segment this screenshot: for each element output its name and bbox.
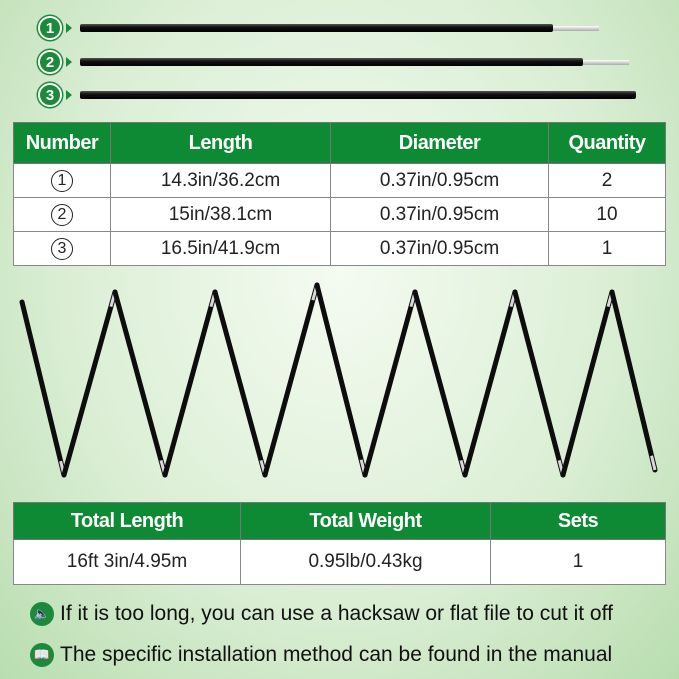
pole-tip [583, 59, 629, 65]
diameter-cell: 0.37in/0.95cm [330, 163, 549, 198]
book-icon: 📖 [30, 643, 54, 667]
note-cutting: 🔈 If it is too long, you can use a hacks… [30, 602, 613, 626]
note-text: If it is too long, you can use a hacksaw… [60, 602, 613, 625]
pole-segment [112, 289, 168, 478]
header-number: Number [13, 122, 111, 164]
number-badge: 2 [38, 50, 62, 74]
pole-segment [609, 289, 658, 473]
header-quantity: Quantity [548, 122, 666, 164]
table-row: 3 16.5in/41.9cm 0.37in/0.95cm 1 [13, 231, 666, 266]
arrow-icon [66, 23, 72, 33]
pole-segment [462, 289, 518, 478]
pole-1: 1 [38, 16, 599, 40]
pole-2: 2 [38, 50, 629, 74]
pole-segment [212, 289, 268, 478]
pole-segment [412, 289, 468, 478]
table-row: 2 15in/38.1cm 0.37in/0.95cm 10 [13, 197, 666, 232]
pole-3: 3 [38, 83, 636, 107]
quantity-cell: 1 [548, 231, 666, 266]
spec-table: Number Length Diameter Quantity 1 14.3in… [13, 122, 666, 266]
folded-pole-illustration [19, 282, 658, 478]
arrow-icon [66, 90, 72, 100]
header-sets: Sets [490, 502, 666, 540]
pole-tube [80, 91, 636, 99]
arrow-icon [66, 57, 72, 67]
pole-segment [162, 289, 218, 478]
pole-segment [560, 289, 615, 478]
pole-segment [19, 299, 67, 478]
header-total-length: Total Length [13, 502, 241, 540]
diameter-cell: 0.37in/0.95cm [330, 231, 549, 266]
length-cell: 15in/38.1cm [110, 197, 331, 232]
length-cell: 14.3in/36.2cm [110, 163, 331, 198]
note-text: The specific installation method can be … [60, 643, 613, 666]
pole-tip [553, 25, 599, 31]
diameter-cell: 0.37in/0.95cm [330, 197, 549, 232]
sets-cell: 1 [490, 539, 666, 585]
number-cell: 1 [51, 170, 73, 192]
pole-segment [314, 282, 368, 478]
note-manual: 📖 The specific installation method can b… [30, 643, 612, 667]
pole-tube [80, 58, 583, 66]
quantity-cell: 2 [548, 163, 666, 198]
pole-tube [80, 24, 553, 32]
header-diameter: Diameter [330, 122, 549, 164]
pole-segment [512, 289, 566, 478]
pole-segment [61, 289, 118, 478]
pole-segment [362, 289, 418, 478]
number-cell: 2 [51, 204, 73, 226]
total-weight-cell: 0.95lb/0.43kg [240, 539, 491, 585]
length-cell: 16.5in/41.9cm [110, 231, 331, 266]
number-cell: 3 [51, 238, 73, 260]
total-table: Total Length Total Weight Sets 16ft 3in/… [13, 502, 666, 585]
header-length: Length [110, 122, 331, 164]
quantity-cell: 10 [548, 197, 666, 232]
header-total-weight: Total Weight [240, 502, 491, 540]
speaker-icon: 🔈 [30, 602, 54, 626]
table-row: 1 14.3in/36.2cm 0.37in/0.95cm 2 [13, 163, 666, 198]
number-badge: 3 [38, 83, 62, 107]
table-row: 16ft 3in/4.95m 0.95lb/0.43kg 1 [13, 539, 666, 585]
pole-tip [650, 455, 657, 471]
pole-segment [262, 282, 320, 478]
number-badge: 1 [38, 16, 62, 40]
total-length-cell: 16ft 3in/4.95m [13, 539, 241, 585]
